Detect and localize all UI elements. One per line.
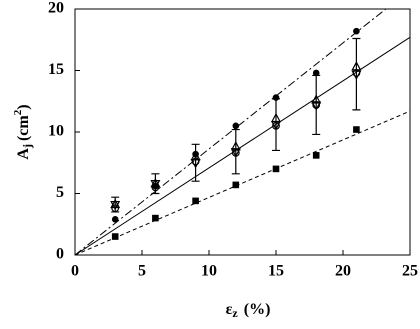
point bbox=[111, 216, 119, 223]
error-bar bbox=[191, 143, 200, 182]
x-tick-label: 15 bbox=[268, 263, 284, 280]
y-tick-label: 20 bbox=[48, 0, 64, 17]
plot-frame bbox=[74, 8, 411, 256]
y-tick-label: 15 bbox=[48, 61, 64, 78]
fit-line bbox=[74, 8, 387, 256]
x-tick-label: 0 bbox=[71, 263, 79, 280]
fit-line bbox=[74, 110, 411, 256]
y-tick-label: 0 bbox=[56, 246, 64, 263]
x-axis-label: εz (%) bbox=[226, 301, 271, 320]
point bbox=[353, 27, 360, 35]
point bbox=[312, 69, 320, 77]
point bbox=[110, 198, 121, 209]
error-bar bbox=[312, 74, 321, 136]
point bbox=[152, 214, 159, 222]
y-tick-label: 5 bbox=[56, 184, 64, 201]
point bbox=[312, 152, 320, 159]
point bbox=[271, 112, 281, 123]
point bbox=[192, 197, 199, 205]
point bbox=[352, 69, 361, 77]
point bbox=[232, 181, 240, 189]
point bbox=[191, 157, 200, 166]
point bbox=[111, 233, 119, 240]
error-bar bbox=[231, 128, 240, 175]
error-bar bbox=[352, 37, 361, 111]
point bbox=[111, 204, 120, 213]
x-tick-label: 10 bbox=[201, 263, 217, 280]
point bbox=[351, 70, 362, 80]
fit-line bbox=[74, 36, 411, 256]
y-axis-label: Aj(cm2) bbox=[12, 104, 34, 159]
point bbox=[272, 121, 280, 130]
point bbox=[230, 148, 241, 158]
point bbox=[353, 126, 360, 133]
point bbox=[190, 150, 201, 161]
point bbox=[150, 177, 161, 188]
point bbox=[232, 122, 240, 130]
point bbox=[312, 101, 321, 109]
x-tick-label: 20 bbox=[335, 263, 351, 280]
y-tick-label: 10 bbox=[48, 123, 64, 140]
point bbox=[151, 183, 160, 192]
x-tick-label: 25 bbox=[402, 263, 418, 280]
x-tick-label: 5 bbox=[138, 263, 146, 280]
